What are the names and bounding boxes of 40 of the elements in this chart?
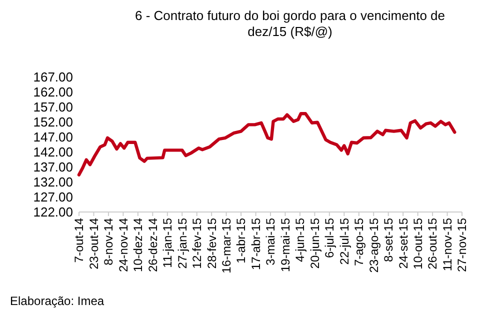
x-tick-label: 6-jul-15 xyxy=(322,218,337,258)
x-tick-label: 27-nov-15 xyxy=(455,218,470,272)
x-tick-label: 28-fev-15 xyxy=(204,218,219,269)
x-tick-label: 12-fev-15 xyxy=(190,218,204,269)
y-tick-label: 167.00 xyxy=(33,70,73,85)
x-tick-label: 8-nov-14 xyxy=(102,218,116,266)
x-tick-label: 11-jan-15 xyxy=(160,218,175,268)
x-tick-label: 3-mai-15 xyxy=(264,218,278,266)
x-tick-label: 7-ago-15 xyxy=(352,218,366,266)
x-tick-label: 11-nov-15 xyxy=(440,218,454,272)
y-tick-label: 127.00 xyxy=(33,190,73,205)
x-tick-label: 27-jan-15 xyxy=(175,218,190,269)
x-tick-label: 17-abr-15 xyxy=(248,218,263,270)
y-tick-label: 157.00 xyxy=(33,100,73,115)
x-tick-label: 26-dez-14 xyxy=(146,218,160,272)
y-tick-label: 152.00 xyxy=(33,114,73,130)
x-tick-label: 1-abr-15 xyxy=(234,218,248,264)
x-tick-label: 20-jun-15 xyxy=(308,218,322,269)
y-tick-label: 147.00 xyxy=(33,130,73,145)
x-tick-label: 23-ago-15 xyxy=(366,218,381,273)
chart-title: 6 - Contrato futuro do boi gordo para o vencimento de dez/15 (R$/@) xyxy=(134,8,446,39)
x-tick-label: 22-jul-15 xyxy=(337,218,352,265)
x-tick-label: 16-mar-15 xyxy=(220,218,234,274)
x-tick-label: 7-out-14 xyxy=(72,218,86,263)
x-tick-label: 23-out-14 xyxy=(86,218,101,270)
x-tick-label: 10-dez-14 xyxy=(131,218,146,272)
y-tick-label: 137.00 xyxy=(33,160,73,175)
x-tick-label: 19-mai-15 xyxy=(278,218,292,272)
x-tick-label: 10-out-15 xyxy=(411,218,426,270)
y-tick-label: 132.00 xyxy=(33,174,73,190)
line-series xyxy=(77,112,456,176)
x-tick-label: 24-set-15 xyxy=(396,218,410,269)
x-tick-label: 4-jun-15 xyxy=(293,218,308,262)
x-tick-label: 8-set-15 xyxy=(382,218,396,262)
y-tick-label: 162.00 xyxy=(33,84,73,100)
x-tick-label: 26-out-15 xyxy=(426,218,440,270)
y-tick-label: 142.00 xyxy=(33,144,73,160)
y-tick-label: 122.00 xyxy=(33,204,73,220)
x-tick-label: 24-nov-14 xyxy=(116,218,130,272)
text: Elaboração: Imea xyxy=(10,294,104,308)
